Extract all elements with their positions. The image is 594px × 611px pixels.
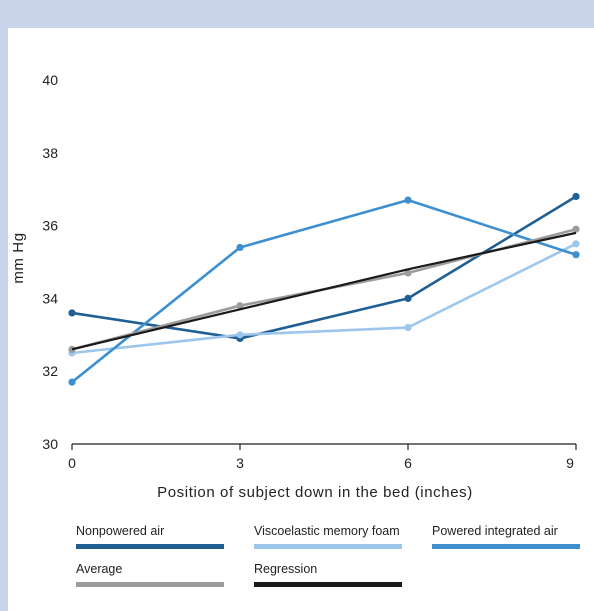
- y-tick-label: 38: [42, 145, 58, 161]
- data-point: [68, 309, 76, 317]
- legend-swatch: [76, 544, 224, 549]
- y-tick-label: 36: [42, 218, 58, 234]
- series-viscoelastic-memory-foam: [68, 240, 580, 357]
- y-tick-label: 30: [42, 436, 58, 452]
- chart-panel: [8, 28, 594, 611]
- data-point: [404, 294, 412, 302]
- legend-swatch: [254, 544, 402, 549]
- legend-swatch: [432, 544, 580, 549]
- data-point: [236, 331, 244, 339]
- data-point: [236, 243, 244, 252]
- data-point: [404, 196, 412, 204]
- data-point: [572, 240, 580, 248]
- y-axis-ticks: 30 32 34 36 38 40: [42, 72, 58, 452]
- legend-swatch: [76, 582, 224, 587]
- legend-item: Nonpowered air: [76, 524, 224, 554]
- x-tick-label: 6: [404, 455, 412, 471]
- y-axis-label: mm Hg: [10, 232, 27, 283]
- x-tick-label: 3: [236, 455, 244, 471]
- x-tick-label: 9: [566, 455, 574, 471]
- series-regression: [71, 231, 577, 351]
- legend-swatch: [254, 582, 402, 587]
- y-tick-label: 34: [42, 290, 58, 306]
- legend-label: Viscoelastic memory foam: [254, 524, 400, 538]
- data-point: [572, 192, 580, 201]
- series-lines: [68, 192, 580, 386]
- series-line: [71, 242, 577, 355]
- y-tick-label: 32: [42, 363, 58, 379]
- legend-label: Powered integrated air: [432, 524, 558, 538]
- data-point: [572, 225, 580, 233]
- x-tick-label: 0: [68, 455, 76, 471]
- series-line: [71, 195, 577, 340]
- legend-item: Regression: [254, 562, 402, 592]
- x-axis-ticks: 0 3 6 9: [68, 444, 577, 471]
- legend-item: Average: [76, 562, 224, 592]
- legend-item: Viscoelastic memory foam: [254, 524, 402, 554]
- legend-label: Regression: [254, 562, 318, 576]
- x-axis-label: Position of subject down in the bed (inc…: [157, 484, 473, 501]
- series-line: [71, 231, 577, 351]
- legend-label: Average: [76, 562, 123, 576]
- top-band: [0, 0, 594, 28]
- series-line: [71, 198, 577, 384]
- legend-label: Nonpowered air: [76, 524, 165, 538]
- data-point: [572, 251, 580, 259]
- data-point: [236, 302, 244, 310]
- data-point: [68, 378, 76, 386]
- legend-item: Powered integrated air: [432, 524, 580, 554]
- series-nonpowered-air: [68, 192, 580, 343]
- data-point: [404, 323, 412, 332]
- series-powered-integrated-air: [68, 196, 580, 386]
- y-tick-label: 40: [42, 72, 58, 88]
- data-point: [404, 269, 412, 277]
